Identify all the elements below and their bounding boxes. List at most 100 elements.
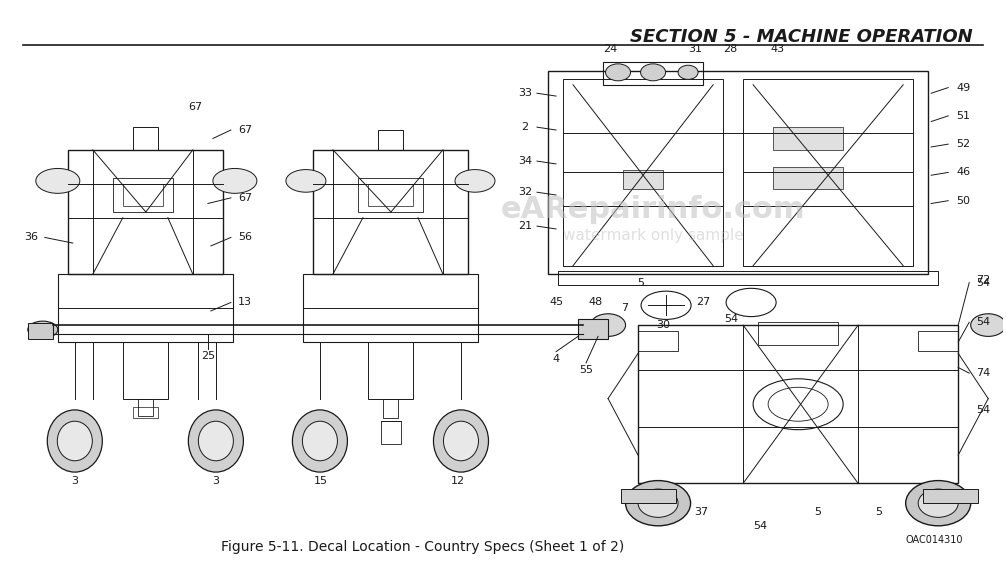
Text: 36: 36 <box>24 232 38 243</box>
Ellipse shape <box>303 421 337 461</box>
Text: 72: 72 <box>976 275 990 285</box>
Ellipse shape <box>188 410 243 472</box>
Text: 54: 54 <box>753 521 768 531</box>
Text: 7: 7 <box>622 303 629 313</box>
Ellipse shape <box>444 421 479 461</box>
Bar <box>774 167 843 190</box>
Text: 5: 5 <box>875 506 882 517</box>
Bar <box>774 127 843 150</box>
Circle shape <box>213 168 257 194</box>
Text: 67: 67 <box>188 102 202 112</box>
Text: OAC014310: OAC014310 <box>905 535 963 545</box>
Text: 28: 28 <box>723 44 737 54</box>
Ellipse shape <box>626 481 690 526</box>
Text: 5: 5 <box>815 506 822 517</box>
Text: 54: 54 <box>976 405 990 415</box>
Ellipse shape <box>57 421 93 461</box>
Bar <box>368 184 412 206</box>
Bar <box>123 342 168 399</box>
Ellipse shape <box>434 410 489 472</box>
Bar <box>381 421 401 444</box>
Bar <box>303 274 478 342</box>
Text: 3: 3 <box>71 476 78 485</box>
Ellipse shape <box>638 489 678 517</box>
Bar <box>28 323 52 339</box>
Bar <box>918 331 958 351</box>
Bar <box>67 150 223 274</box>
Text: 46: 46 <box>956 167 970 178</box>
Text: 43: 43 <box>770 44 785 54</box>
Bar <box>759 322 838 345</box>
Text: 21: 21 <box>518 221 532 231</box>
Bar <box>603 62 703 85</box>
Ellipse shape <box>971 314 1006 336</box>
Text: 5: 5 <box>638 278 645 288</box>
Bar <box>578 319 608 339</box>
Bar <box>368 342 412 399</box>
Text: 27: 27 <box>696 297 710 307</box>
Text: 50: 50 <box>957 196 970 206</box>
Text: 48: 48 <box>589 297 604 307</box>
Text: 52: 52 <box>956 139 970 149</box>
Ellipse shape <box>641 64 666 81</box>
Bar <box>113 178 173 212</box>
Bar <box>563 79 723 266</box>
Ellipse shape <box>591 314 626 336</box>
Bar <box>57 274 232 342</box>
Text: watermark only sample: watermark only sample <box>562 228 743 243</box>
Circle shape <box>286 170 326 192</box>
Bar <box>638 325 958 484</box>
Text: 25: 25 <box>201 351 215 361</box>
Text: 2: 2 <box>521 122 528 132</box>
Text: 54: 54 <box>724 315 738 324</box>
Bar <box>743 79 913 266</box>
Text: 37: 37 <box>694 506 708 517</box>
Text: 15: 15 <box>314 476 328 485</box>
Ellipse shape <box>47 410 103 472</box>
Circle shape <box>28 321 57 338</box>
Text: Figure 5-11. Decal Location - Country Specs (Sheet 1 of 2): Figure 5-11. Decal Location - Country Sp… <box>221 540 625 554</box>
Circle shape <box>455 170 495 192</box>
Bar <box>133 407 158 419</box>
Text: 56: 56 <box>237 232 252 243</box>
Bar <box>638 331 678 351</box>
Bar <box>358 178 423 212</box>
Text: 54: 54 <box>976 278 990 288</box>
Circle shape <box>36 168 79 194</box>
Bar <box>313 150 468 274</box>
Text: 51: 51 <box>957 111 970 121</box>
Text: 74: 74 <box>976 368 990 378</box>
Ellipse shape <box>293 410 347 472</box>
Bar <box>378 130 403 150</box>
Bar <box>924 489 978 503</box>
Bar <box>548 71 929 274</box>
Ellipse shape <box>918 489 958 517</box>
Bar <box>133 127 158 150</box>
Bar <box>383 399 398 419</box>
Ellipse shape <box>198 421 233 461</box>
Bar <box>123 184 163 206</box>
Text: 3: 3 <box>212 476 219 485</box>
Bar <box>558 271 939 286</box>
Bar <box>623 170 663 190</box>
Text: 4: 4 <box>552 354 559 364</box>
Text: 49: 49 <box>956 83 971 93</box>
Text: 67: 67 <box>237 125 252 135</box>
Text: 13: 13 <box>237 297 252 307</box>
Text: 12: 12 <box>451 476 465 485</box>
Ellipse shape <box>905 481 971 526</box>
Ellipse shape <box>606 64 631 81</box>
Text: 30: 30 <box>656 320 670 330</box>
Ellipse shape <box>678 65 698 79</box>
Text: 24: 24 <box>603 44 617 54</box>
Text: 54: 54 <box>976 317 990 327</box>
Text: 33: 33 <box>518 89 532 98</box>
Text: 55: 55 <box>579 365 593 375</box>
Text: 32: 32 <box>518 187 532 197</box>
Bar <box>138 399 153 416</box>
Text: 34: 34 <box>518 156 532 166</box>
Text: 45: 45 <box>549 297 563 307</box>
Text: 31: 31 <box>688 44 702 54</box>
Text: eARepairinfo.com: eARepairinfo.com <box>501 195 806 224</box>
Bar <box>621 489 676 503</box>
